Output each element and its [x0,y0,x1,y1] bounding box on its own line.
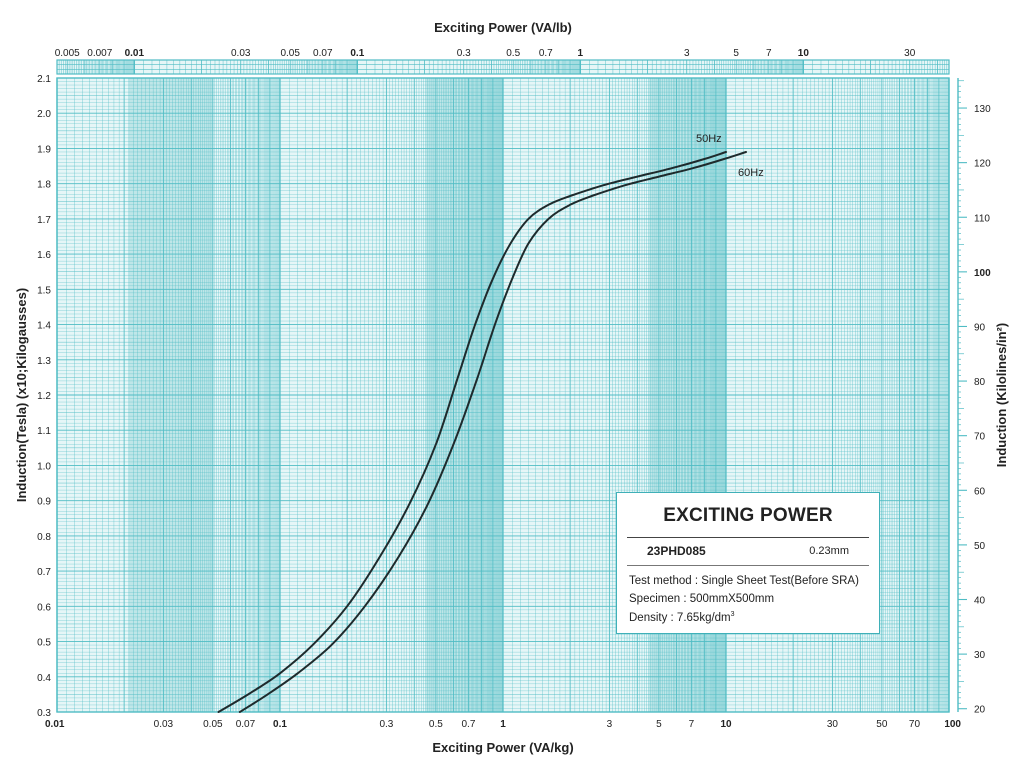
y-tick-label: 1.3 [37,356,51,367]
right-tick-label: 120 [974,159,991,170]
top-tick-label: 0.3 [457,48,471,59]
x-tick-label: 0.01 [45,719,65,730]
y-tick-label: 1.5 [37,285,51,296]
top-tick-label: 0.01 [125,48,145,59]
test-method-text: Test method : Single Sheet Test(Before S… [629,575,859,587]
right-tick-label: 50 [974,541,986,552]
series-label: 50Hz [696,133,722,145]
top-tick-label: 10 [798,48,810,59]
y-tick-label: 0.9 [37,497,51,508]
y-tick-label: 2.1 [37,74,51,85]
top-tick-label: 0.007 [87,48,112,59]
tick-labels: 0.01 0.03 0.05 0.07 0.1 0.3 0.5 0.7 1 3 5 7 10 30 50 70… [37,48,991,730]
top-axis-grid-strip [56,59,950,75]
y-axis-title: Induction(Tesla) (x10;Kilogausses) [14,288,29,502]
series-labels: 50Hz 60Hz [696,133,764,179]
right-tick-label: 30 [974,650,986,661]
y-tick-label: 0.7 [37,567,51,578]
top-tick-label: 0.7 [539,48,553,59]
right-tick-label: 90 [974,322,986,333]
y-tick-label: 2.0 [37,109,51,120]
thickness-label: 0.23mm [809,545,849,557]
right-tick-label: 100 [974,268,991,279]
x-tick-label: 1 [500,719,506,730]
top-tick-label: 7 [766,48,772,59]
info-box-divider [627,565,869,566]
top-tick-label: 0.05 [280,48,300,59]
x-tick-label: 0.07 [236,719,256,730]
top-tick-label: 0.03 [231,48,251,59]
right-axis-title: Induction (Kilolines/in²) [994,323,1009,467]
series-label: 60Hz [738,167,764,179]
y-tick-label: 1.6 [37,250,51,261]
top-tick-label: 0.5 [506,48,520,59]
y-tick-label: 0.5 [37,638,51,649]
right-tick-label: 70 [974,432,986,443]
y-tick-label: 1.1 [37,426,51,437]
top-axis-title: Exciting Power (VA/lb) [434,20,572,35]
right-tick-label: 20 [974,705,986,716]
info-box-divider [627,537,869,538]
top-tick-label: 3 [684,48,690,59]
right-tick-label: 80 [974,377,986,388]
right-tick-label: 40 [974,596,986,607]
series-curve-60Hz [238,151,747,713]
plot-frame [56,77,950,713]
x-tick-label: 0.05 [203,719,223,730]
x-axis-title: Exciting Power (VA/kg) [432,740,573,755]
y-tick-label: 0.6 [37,602,51,613]
x-tick-label: 0.1 [273,719,287,730]
density-value: Density : 7.65kg/dm [629,611,731,624]
x-tick-label: 7 [689,719,695,730]
x-tick-label: 0.7 [462,719,476,730]
right-tick-label: 130 [974,104,991,115]
top-tick-label: 0.07 [313,48,333,59]
top-tick-label: 30 [904,48,916,59]
top-tick-label: 0.005 [55,48,80,59]
x-tick-label: 100 [944,719,961,730]
y-tick-label: 1.9 [37,144,51,155]
density-exponent: 3 [730,611,735,618]
y-tick-label: 1.8 [37,180,51,191]
x-tick-label: 0.5 [429,719,443,730]
top-tick-label: 1 [578,48,584,59]
x-tick-label: 10 [720,719,732,730]
y-tick-label: 1.4 [37,321,51,332]
y-tick-label: 0.4 [37,673,51,684]
specimen-text: Specimen : 500mmX500mm [629,593,775,605]
right-tick-label: 60 [974,486,986,497]
x-tick-label: 0.03 [154,719,174,730]
x-tick-label: 50 [876,719,888,730]
right-axis [957,78,967,712]
top-strip-frame [56,59,950,75]
y-tick-label: 1.7 [37,215,51,226]
x-tick-label: 70 [909,719,921,730]
y-tick-label: 1.0 [37,461,51,472]
series-curve-50Hz [217,151,727,713]
info-box: EXCITING POWER 23PHD085 0.23mm Test meth… [616,492,880,634]
x-tick-label: 5 [656,719,662,730]
info-box-title: EXCITING POWER [663,505,833,526]
y-tick-label: 0.3 [37,708,51,719]
x-tick-label: 3 [607,719,613,730]
top-tick-label: 0.1 [350,48,364,59]
y-tick-label: 1.2 [37,391,51,402]
y-tick-label: 0.8 [37,532,51,543]
right-tick-label: 110 [974,213,990,224]
top-tick-label: 5 [733,48,739,59]
x-tick-label: 30 [827,719,839,730]
grade-label: 23PHD085 [647,544,706,558]
density-text: Density : 7.65kg/dm3 [629,611,735,624]
x-tick-label: 0.3 [379,719,393,730]
curves-layer [217,151,747,713]
